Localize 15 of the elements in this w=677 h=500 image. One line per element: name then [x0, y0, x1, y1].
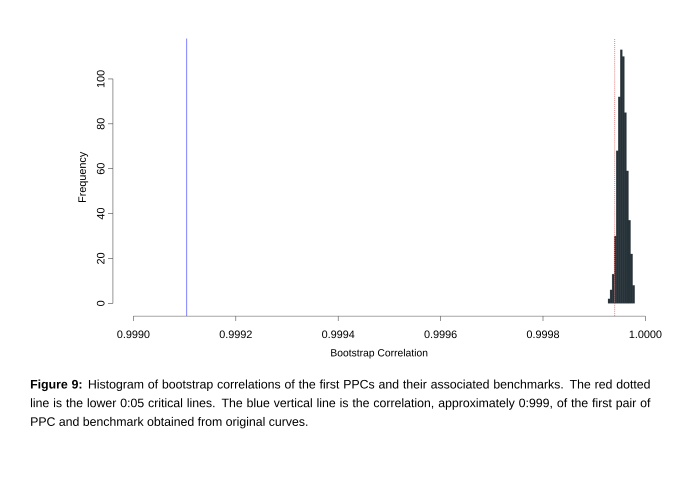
x-tick-label: 0.9998: [526, 330, 560, 338]
y-tick-label: 60: [96, 163, 105, 174]
x-tick-label: 0.9996: [424, 330, 457, 338]
x-axis-title: Bootstrap Correlation: [331, 348, 428, 359]
x-tick-label: 0.9992: [220, 330, 252, 338]
x-tick-label: 1.0000: [630, 330, 662, 338]
x-tick-label: 0.9994: [322, 330, 354, 338]
y-tick-label: 100: [96, 70, 105, 88]
y-tick-label: 80: [96, 118, 105, 130]
y-axis-title: Frequency: [78, 152, 88, 202]
text: Figure 9: Histogram of bootstrap correlations of the first PPCs and their associated benchmarks. The red dotted line is the lower 0:05 critical lines. The blue vertical line is the correlation, approximately 0:999, of the first pair of PPC and benchmark obtained from original curves.: [30, 380, 650, 428]
y-tick-label: 40: [96, 208, 105, 220]
y-tick-label: 20: [96, 252, 105, 264]
y-tick-label: 0: [96, 300, 105, 306]
x-tick-label: 0.9990: [117, 330, 150, 338]
